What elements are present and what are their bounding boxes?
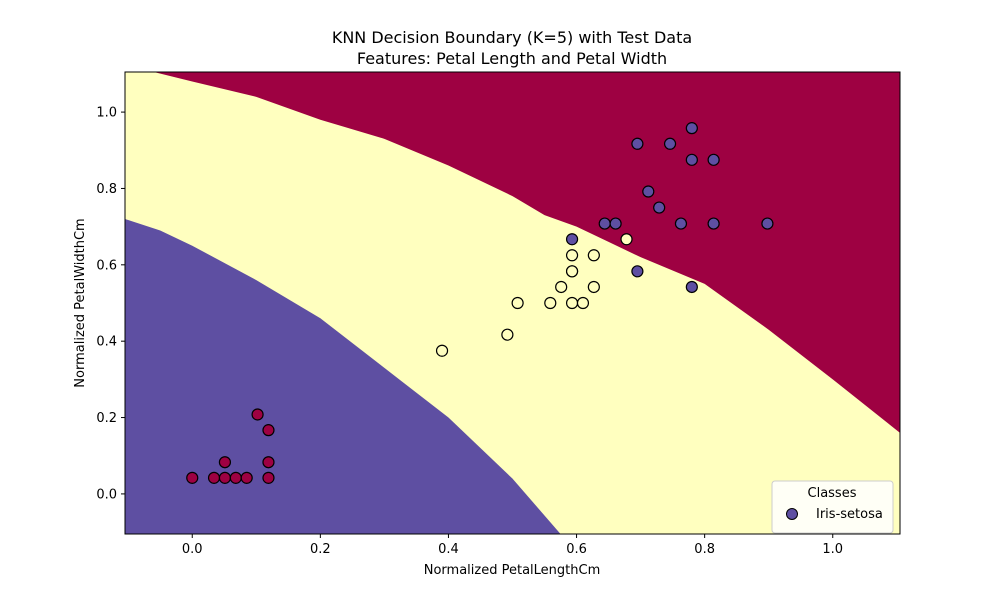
x-axis-ticks: 0.0 0.2 0.4 0.6 0.8 1.0 (182, 534, 843, 557)
data-point-s2-1 (598, 217, 611, 230)
plot-frame (124, 71, 901, 535)
y-axis-ticks: 0.0 0.2 0.4 0.6 0.8 1.0 (96, 106, 125, 502)
data-point-s0-5 (262, 471, 275, 484)
data-point-s0-2 (218, 471, 232, 484)
data-point-s1-10 (565, 249, 579, 262)
data-point-s2-7 (674, 217, 688, 230)
data-point-s2-13 (663, 137, 677, 150)
x-tick-label: 0.2 (310, 542, 331, 557)
x-tick-label: 0.4 (438, 542, 459, 557)
data-point-s1-7 (587, 280, 600, 294)
x-tick-label: 0.0 (182, 542, 203, 557)
data-point-s1-5 (576, 296, 590, 310)
decision-regions (125, 72, 900, 534)
data-point-s1-12 (620, 233, 633, 246)
data-point-s2-12 (631, 137, 644, 150)
legend: Classes Iris-setosa (771, 480, 894, 534)
data-point-s0-3 (229, 471, 242, 484)
y-axis-label: Normalized PetalWidthCm (73, 218, 88, 387)
data-point-s1-1 (501, 328, 514, 341)
data-point-s1-3 (544, 296, 557, 310)
legend-entry-iris-setosa: Iris-setosa (816, 507, 883, 522)
data-point-s2-11 (707, 153, 720, 166)
data-point-s2-2 (609, 217, 622, 230)
data-point-s0-6 (218, 456, 232, 469)
data-point-s1-0 (435, 344, 449, 357)
data-points (186, 122, 774, 484)
data-point-s2-4 (685, 280, 698, 294)
data-point-s1-4 (565, 296, 579, 310)
x-tick-label: 0.8 (694, 542, 715, 557)
data-point-s1-11 (587, 249, 600, 262)
data-point-s2-0 (565, 233, 579, 246)
data-point-s1-2 (511, 296, 524, 310)
data-point-s0-1 (207, 471, 221, 484)
legend-marker (786, 508, 798, 520)
region-purple (125, 219, 561, 534)
data-point-s2-9 (761, 217, 774, 230)
data-point-s2-10 (685, 153, 698, 166)
chart-title: KNN Decision Boundary (K=5) with Test Da… (332, 28, 692, 47)
chart-subtitle: Features: Petal Length and Petal Width (357, 49, 667, 68)
y-tick-label: 1.0 (96, 106, 117, 121)
data-point-s0-0 (186, 471, 199, 484)
data-point-s0-8 (262, 424, 275, 437)
data-point-s2-6 (653, 201, 666, 214)
x-tick-label: 0.6 (566, 542, 587, 557)
x-axis-label: Normalized PetalLengthCm (424, 563, 600, 578)
data-point-s2-3 (631, 265, 644, 278)
data-point-s2-5 (642, 185, 655, 198)
data-point-s2-8 (707, 217, 720, 230)
legend-title: Classes (808, 486, 857, 501)
data-point-s0-4 (240, 471, 253, 484)
data-point-s1-9 (565, 265, 579, 278)
y-tick-label: 0.6 (96, 258, 117, 273)
data-point-s0-9 (251, 408, 264, 421)
data-point-s0-7 (262, 456, 275, 469)
legend-frame (771, 480, 894, 534)
x-tick-label: 1.0 (822, 542, 843, 557)
data-point-s2-14 (685, 122, 698, 135)
y-tick-label: 0.8 (96, 182, 117, 197)
data-point-s1-6 (555, 280, 568, 294)
y-tick-label: 0.0 (96, 487, 117, 502)
region-red (125, 72, 900, 433)
y-tick-label: 0.4 (96, 335, 117, 350)
plot-area (124, 71, 901, 535)
y-tick-label: 0.2 (96, 411, 117, 426)
